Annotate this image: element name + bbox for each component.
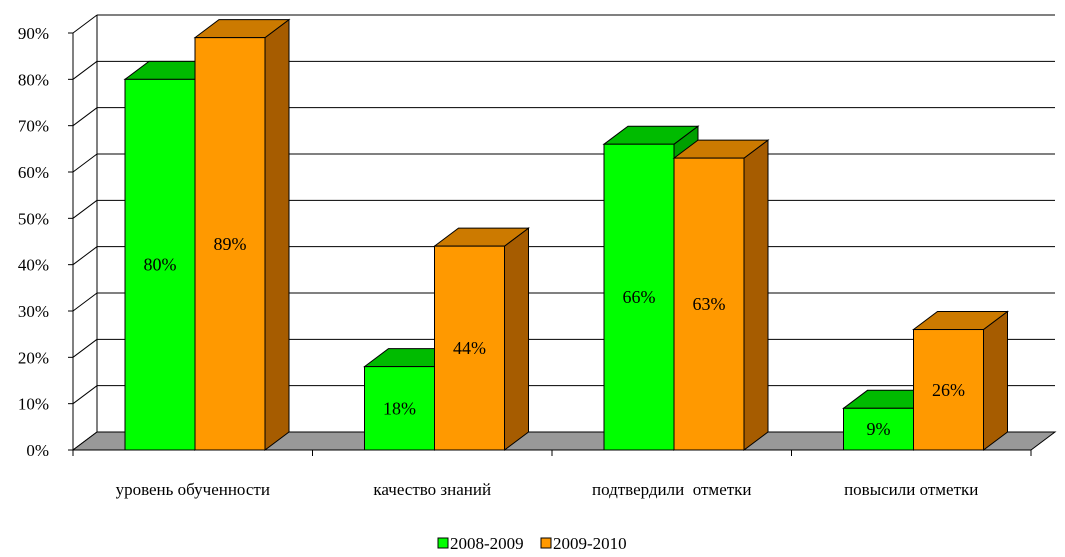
data-labels: 80% 18% 66% 9% 89% 44% 63% 26% <box>144 234 966 439</box>
y-tick-label: 0% <box>26 441 49 460</box>
bar-front <box>124 78 196 451</box>
legend-label: 2009-2010 <box>553 534 627 553</box>
bar-2009-2010 <box>912 310 1009 451</box>
y-tick-label: 20% <box>18 348 49 367</box>
y-tick-label: 10% <box>18 395 49 414</box>
legend-swatch <box>437 537 449 549</box>
bar-side <box>983 310 1008 451</box>
gridline-depth <box>72 60 98 80</box>
bar-front <box>913 329 984 451</box>
gridline-depth <box>72 153 98 173</box>
bar-front <box>673 157 745 451</box>
y-tick-label: 90% <box>18 24 49 43</box>
y-tick-label: 70% <box>18 117 49 136</box>
legend-entry: 2008-2009 <box>437 534 524 553</box>
gridline-depth <box>72 385 98 405</box>
y-tick-label: 30% <box>18 302 49 321</box>
data-label: 18% <box>383 398 416 418</box>
data-label: 44% <box>453 338 486 358</box>
category-label: уровень обученности <box>116 480 270 499</box>
category-label: качество знаний <box>373 480 491 499</box>
bar-side <box>264 18 290 451</box>
bar-2009-2010 <box>672 139 770 451</box>
bar-2009-2010 <box>433 227 530 451</box>
bar-front <box>434 245 505 451</box>
bar-front <box>194 37 266 451</box>
bar-front <box>603 143 675 451</box>
bar-front <box>364 366 435 451</box>
data-label: 26% <box>932 380 965 400</box>
gridline-depth <box>72 292 98 312</box>
category-label: повысили отметки <box>844 480 978 499</box>
legend-swatch <box>540 537 552 549</box>
bar-front <box>843 407 914 451</box>
y-tick-label: 50% <box>18 209 49 228</box>
y-tick-label: 80% <box>18 70 49 89</box>
legend-entry: 2009-2010 <box>540 534 627 553</box>
bar-2009-2010 <box>193 18 291 451</box>
gridline-depth <box>72 246 98 266</box>
y-tick-label: 60% <box>18 163 49 182</box>
gridline-depth <box>72 199 98 219</box>
gridline-depth <box>72 338 98 358</box>
legend-label: 2008-2009 <box>450 534 524 553</box>
bar-side <box>743 139 769 451</box>
y-tick-label: 40% <box>18 256 49 275</box>
bars <box>123 18 1009 451</box>
data-label: 9% <box>867 419 891 439</box>
data-label: 66% <box>623 287 656 307</box>
data-label: 63% <box>693 294 726 314</box>
bar-side <box>504 227 529 451</box>
category-label: подтвердили отметки <box>592 480 752 499</box>
legend: 2008-2009 2009-2010 <box>437 534 627 553</box>
gridline-depth <box>72 14 98 34</box>
data-label: 80% <box>144 255 177 275</box>
data-label: 89% <box>214 234 247 254</box>
gridline-depth <box>72 107 98 127</box>
